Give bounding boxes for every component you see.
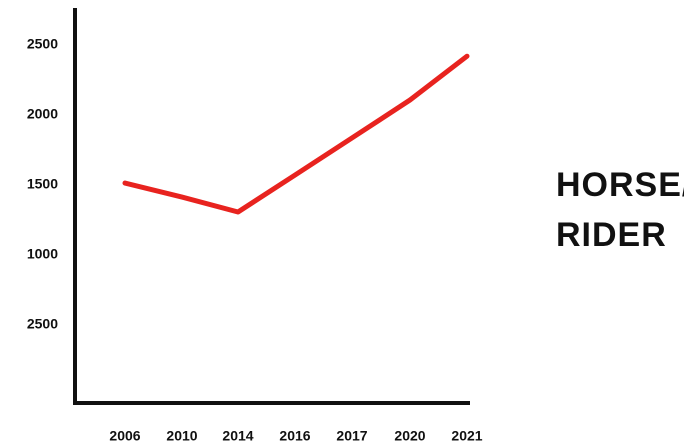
- x-tick-label: 2017: [336, 428, 367, 444]
- x-tick-label: 2010: [166, 428, 197, 444]
- x-tick-label: 2014: [222, 428, 253, 444]
- y-tick-label: 2500: [27, 316, 58, 332]
- x-tick-label: 2021: [451, 428, 482, 444]
- y-tick-label: 1500: [27, 176, 58, 192]
- x-tick-label: 2016: [279, 428, 310, 444]
- y-tick-label: 2500: [27, 36, 58, 52]
- y-tick-label: 1000: [27, 246, 58, 262]
- y-tick-label: 2000: [27, 106, 58, 122]
- x-tick-label: 2006: [109, 428, 140, 444]
- annotation: HORSE/ RIDER: [556, 166, 684, 254]
- x-tick-label: 2020: [394, 428, 425, 444]
- data-line: [122, 53, 470, 215]
